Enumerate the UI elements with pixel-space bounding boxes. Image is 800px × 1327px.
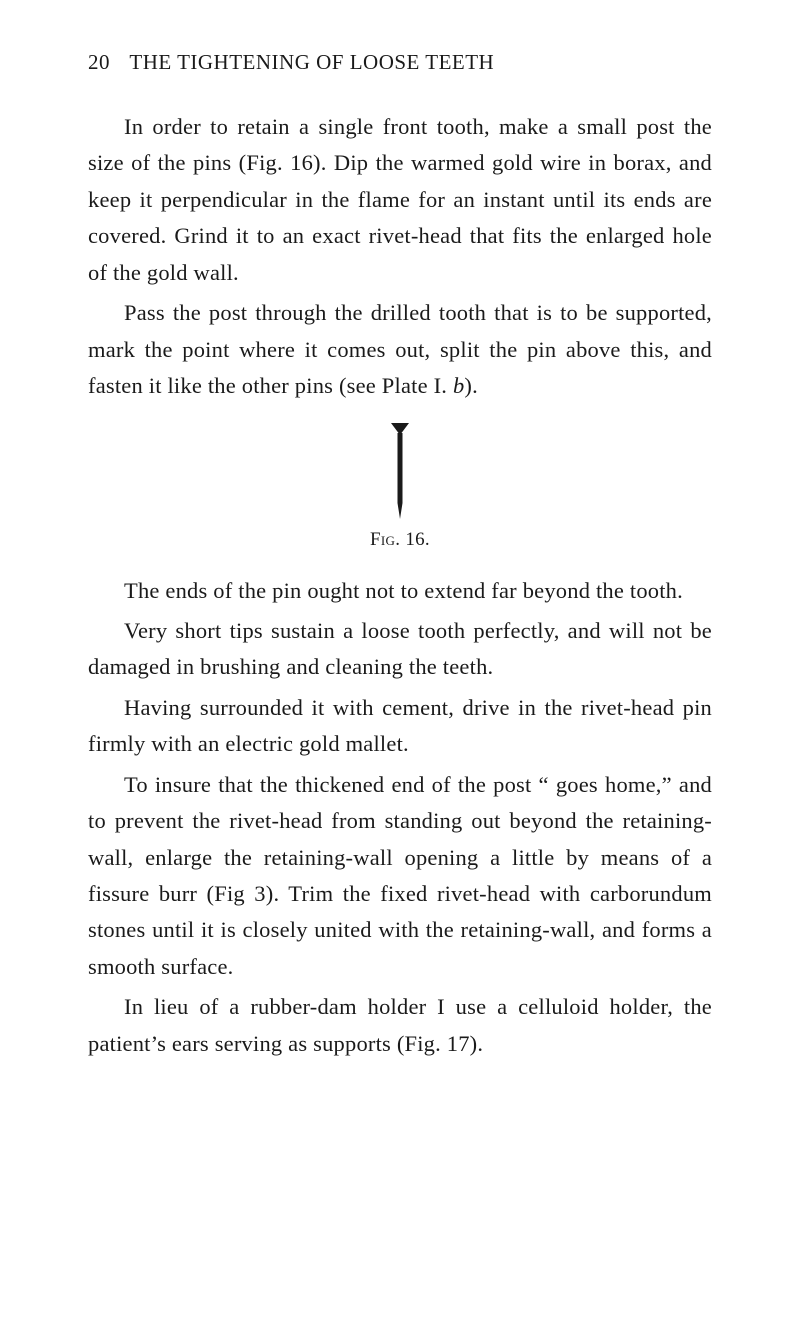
figure-caption-number: 16. <box>405 529 430 550</box>
body-paragraph: In lieu of a rubber-dam holder I use a c… <box>88 989 712 1062</box>
book-page: 20 THE TIGHTENING OF LOOSE TEETH In orde… <box>0 0 800 1327</box>
pin-icon <box>389 423 411 519</box>
body-paragraph: In order to retain a single front tooth,… <box>88 109 712 291</box>
body-paragraph: The ends of the pin ought not to extend … <box>88 573 712 609</box>
figure-caption-label: Fig. <box>370 529 400 550</box>
inline-italic: b <box>453 373 464 398</box>
running-title: THE TIGHTENING OF LOOSE TEETH <box>129 50 494 74</box>
figure-caption: Fig. 16. <box>88 529 712 551</box>
paragraph-text: ). <box>464 373 478 398</box>
body-paragraph: Very short tips sustain a loose tooth pe… <box>88 613 712 686</box>
paragraph-text: Pass the post through the drilled tooth … <box>88 300 712 398</box>
page-number: 20 <box>88 50 110 74</box>
running-header: 20 THE TIGHTENING OF LOOSE TEETH <box>88 50 712 75</box>
body-paragraph: Having surrounded it with cement, drive … <box>88 690 712 763</box>
body-paragraph: Pass the post through the drilled tooth … <box>88 295 712 404</box>
body-paragraph: To insure that the thickened end of the … <box>88 767 712 986</box>
figure-16: Fig. 16. <box>88 423 712 551</box>
